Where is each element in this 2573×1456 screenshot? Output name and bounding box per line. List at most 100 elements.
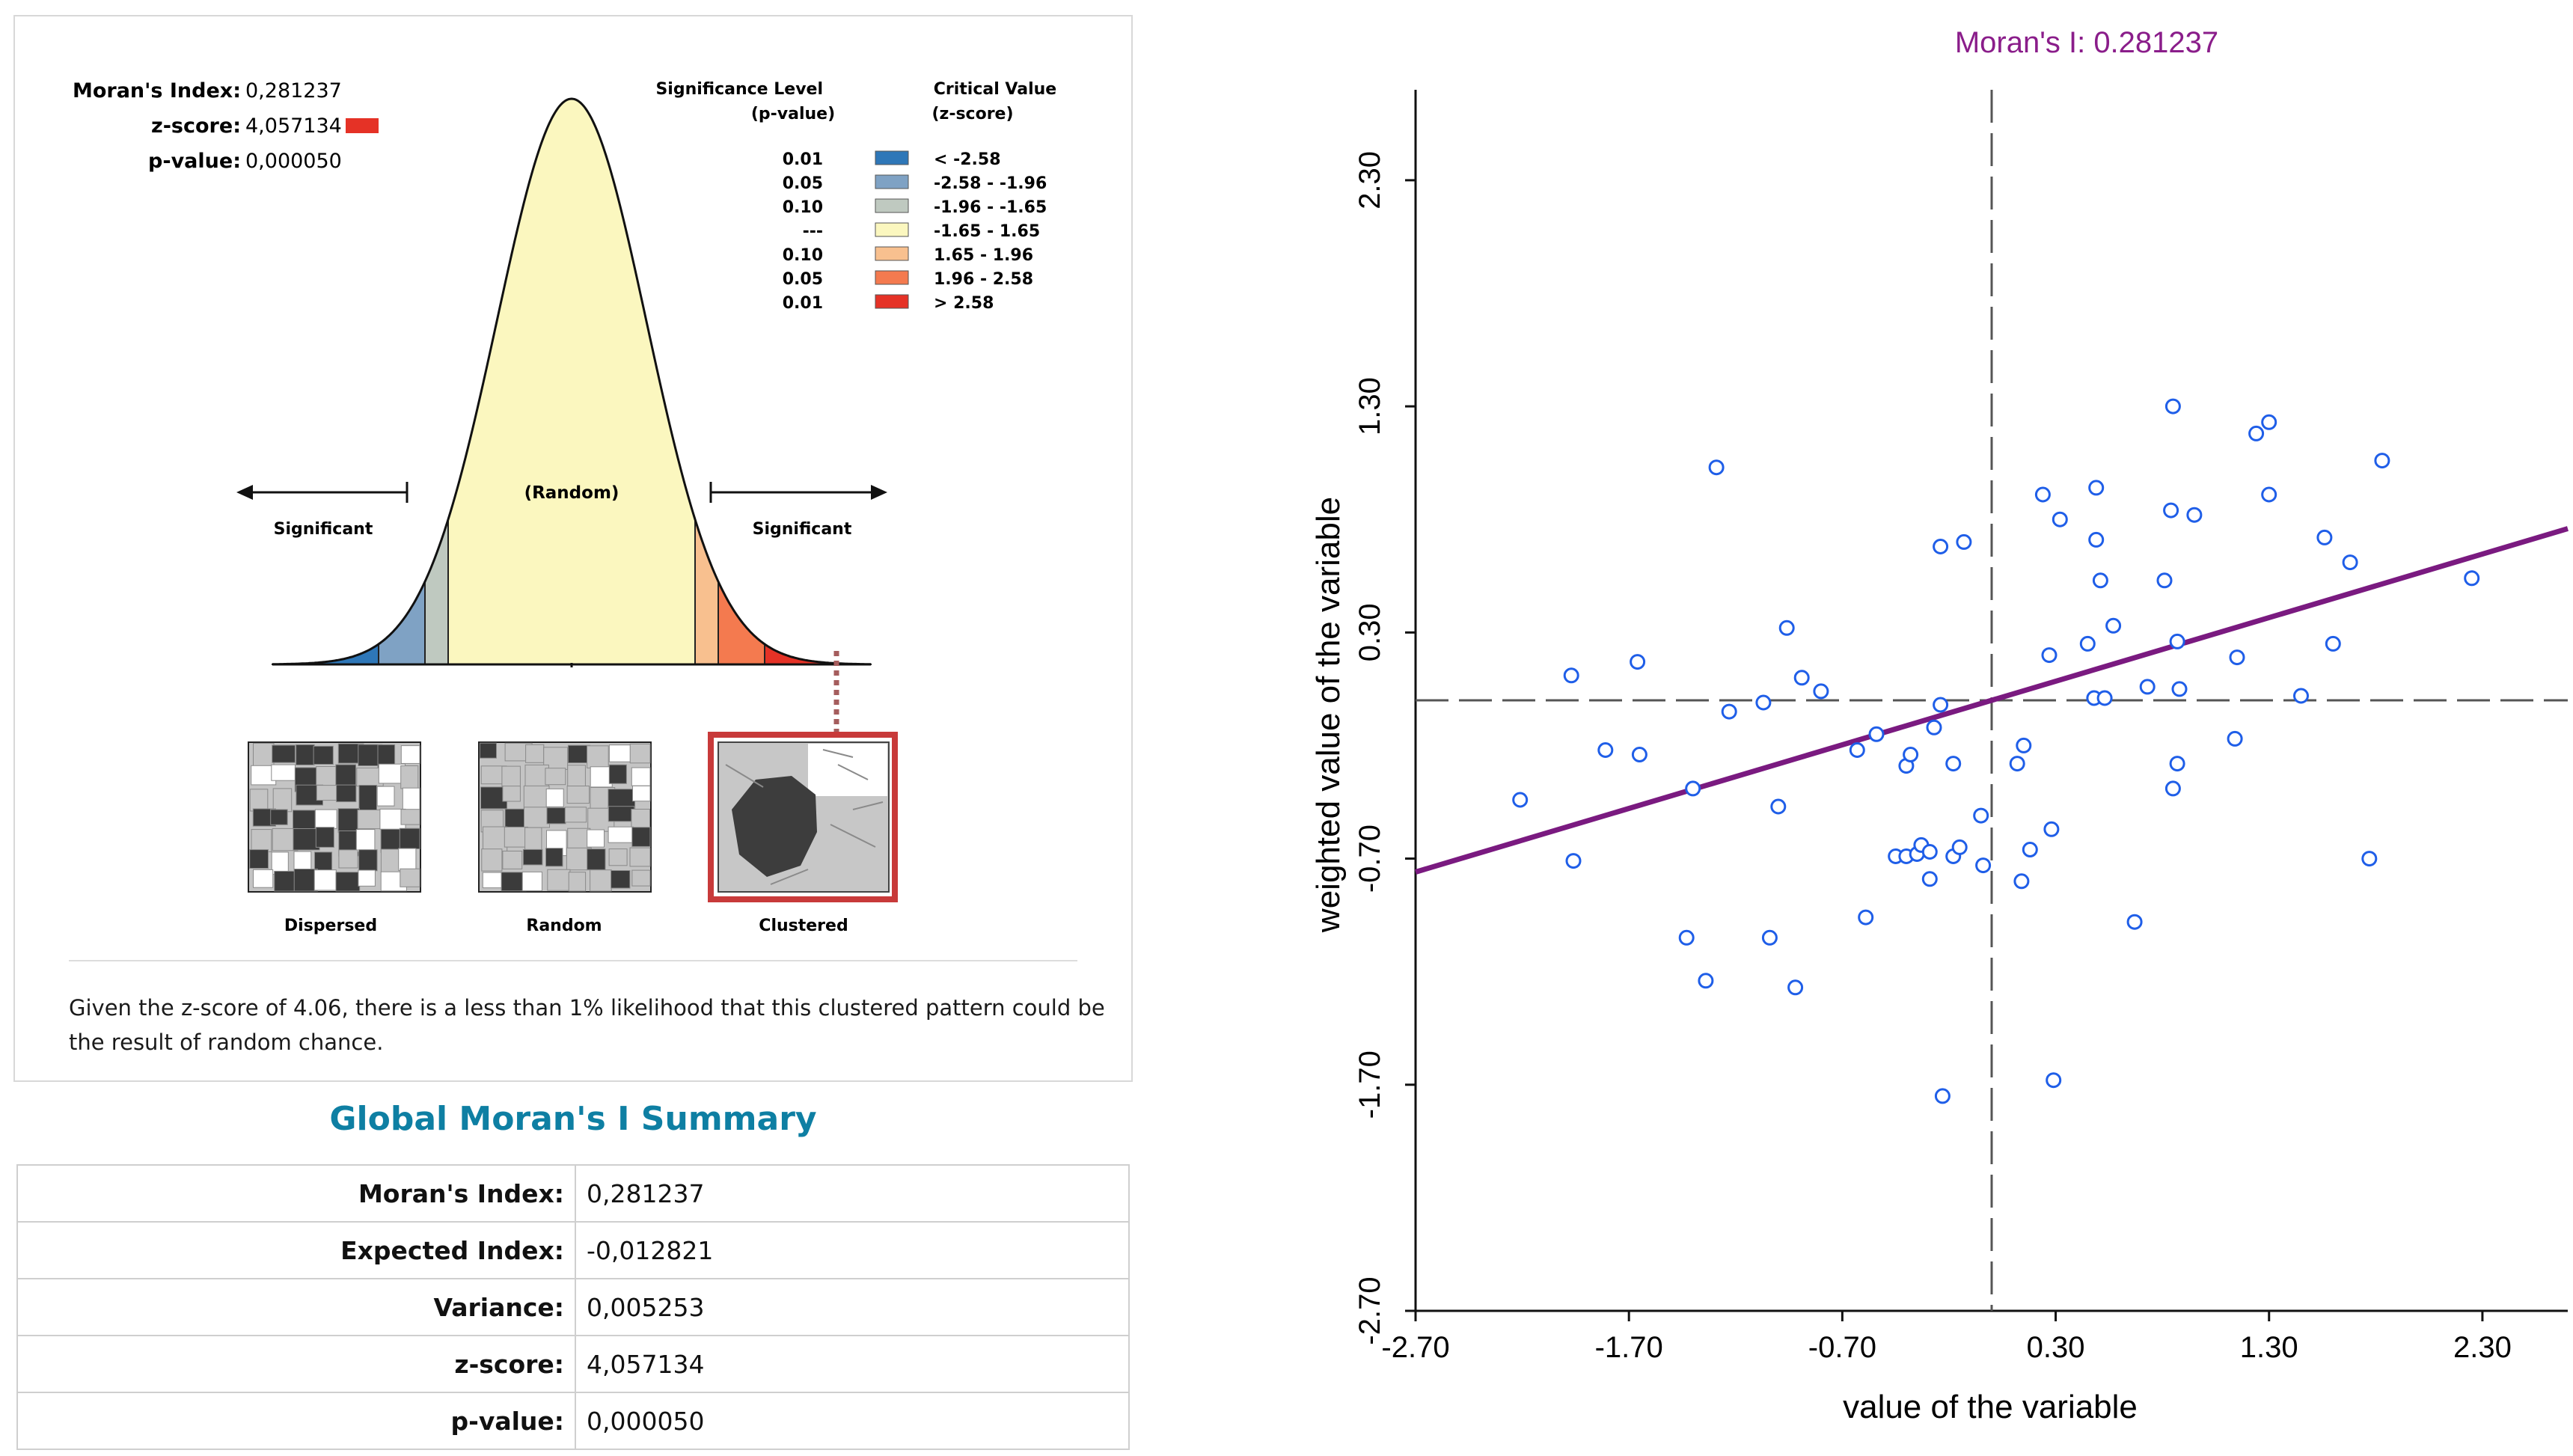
scatter-point — [2088, 531, 2105, 548]
legend-swatch — [875, 294, 909, 309]
map-cell — [608, 826, 634, 843]
curve-band — [447, 98, 696, 665]
significant-left-arrow — [236, 482, 409, 503]
scatter-point — [1813, 683, 1829, 700]
y-tick-label: 1.30 — [1353, 377, 1386, 435]
scatter-point — [2169, 633, 2185, 649]
scatter-point — [2046, 1072, 2062, 1089]
x-tick-label: -0.70 — [1808, 1331, 1876, 1364]
random-map — [478, 741, 652, 893]
scatter-point — [2163, 502, 2179, 519]
significant-left-label: Significant — [274, 520, 373, 539]
scatter-point — [1563, 667, 1579, 684]
map-cell — [313, 745, 334, 765]
scatter-point — [1778, 620, 1795, 636]
map-cell — [338, 849, 358, 869]
map-cell — [524, 764, 549, 789]
curve-outline — [272, 97, 871, 666]
scatter-point — [2164, 398, 2181, 415]
row-label: p-value: — [16, 1392, 576, 1450]
map-cell — [545, 848, 563, 867]
scatter-point — [2013, 873, 2030, 890]
report-panel: Moran's Index: 0,281237 z-score: 4,05713… — [13, 15, 1133, 1082]
map-cell — [336, 784, 357, 803]
y-tick-label: -1.70 — [1353, 1050, 1386, 1119]
map-cell — [608, 848, 628, 866]
map-cell — [524, 807, 550, 828]
map-cell — [608, 806, 635, 822]
p-value-value: 0,000050 — [245, 150, 342, 173]
map-cell — [253, 869, 274, 888]
map-cell — [587, 745, 609, 768]
scatter-point — [1951, 839, 1968, 855]
scatter-point — [1770, 798, 1787, 815]
summary-title: Global Moran's I Summary — [329, 1100, 817, 1138]
legend-crit-title: Critical Value — [934, 80, 1056, 99]
map-cell — [631, 827, 651, 847]
map-cell — [590, 766, 613, 788]
map-cell — [631, 767, 651, 786]
z-score-swatch — [346, 118, 379, 133]
scatter-point — [1793, 670, 1810, 686]
scatter-point — [1685, 780, 1701, 797]
row-value: -0,012821 — [575, 1221, 1130, 1279]
map-cell — [523, 785, 550, 810]
scatter-point — [2229, 649, 2245, 666]
scatter-point — [2261, 414, 2277, 430]
map-cell — [358, 849, 378, 872]
scatter-point — [2186, 507, 2203, 523]
map-cell — [253, 742, 275, 768]
legend-crit-subtitle: (z-score) — [931, 105, 1013, 123]
scatter-point — [2248, 425, 2265, 441]
legend-p-value: 0.01 — [783, 294, 823, 313]
map-cell — [399, 828, 420, 849]
scatter-point — [2009, 756, 2025, 772]
y-tick-label: -0.70 — [1353, 825, 1386, 893]
legend-p-value: 0.05 — [783, 270, 823, 289]
map-cell — [525, 744, 545, 763]
map-cell — [502, 786, 521, 802]
clustered-map — [708, 732, 898, 902]
scatter-point — [2156, 572, 2173, 589]
scatter-point — [1755, 694, 1772, 711]
scatter-point — [1708, 459, 1725, 476]
map-cell — [398, 848, 417, 871]
regression-line-group — [1415, 526, 2569, 875]
x-tick-label: 2.30 — [2453, 1331, 2512, 1364]
map-cell — [545, 768, 566, 786]
map-cell — [358, 785, 377, 811]
map-cell — [337, 808, 360, 833]
scatter-point — [2293, 688, 2309, 704]
map-cell — [547, 869, 571, 891]
map-cell — [335, 872, 361, 892]
scatter-point — [1973, 807, 1989, 824]
map-cell — [293, 869, 318, 892]
scatter-point — [2164, 780, 2181, 797]
legend-p-value: 0.01 — [783, 150, 823, 169]
map-cell — [315, 827, 334, 848]
map-cell — [501, 765, 521, 788]
significant-right-arrow — [709, 482, 887, 503]
map-cell — [293, 851, 312, 871]
map-cell — [524, 827, 542, 852]
scatter-point — [2043, 821, 2060, 837]
table-row: Expected Index: -0,012821 — [16, 1221, 1130, 1279]
x-axis-label: value of the variable — [1843, 1389, 2138, 1425]
map-cell — [314, 809, 337, 829]
table-row: Moran's Index: 0,281237 — [16, 1164, 1130, 1223]
map-cell — [400, 868, 420, 887]
z-score-value: 4,057134 — [245, 114, 342, 138]
map-cell — [249, 789, 269, 812]
legend-rows: 0.01 < -2.58 0.05 -2.58 - -1.96 0.10 -1.96 - … — [783, 150, 1047, 313]
row-label: z-score: — [16, 1335, 576, 1393]
legend-p-value: 0.05 — [783, 174, 823, 193]
legend-range: -2.58 - -1.96 — [934, 174, 1047, 193]
row-label: Variance: — [16, 1278, 576, 1336]
row-value: 4,057134 — [575, 1335, 1130, 1393]
scatter-point — [1926, 719, 1942, 735]
map-cell — [546, 807, 566, 825]
legend-p-value: 0.10 — [783, 246, 823, 265]
legend-range: -1.96 - -1.65 — [934, 198, 1047, 217]
row-value: 0,000050 — [575, 1392, 1130, 1450]
table-row: z-score: 4,057134 — [16, 1335, 1130, 1393]
